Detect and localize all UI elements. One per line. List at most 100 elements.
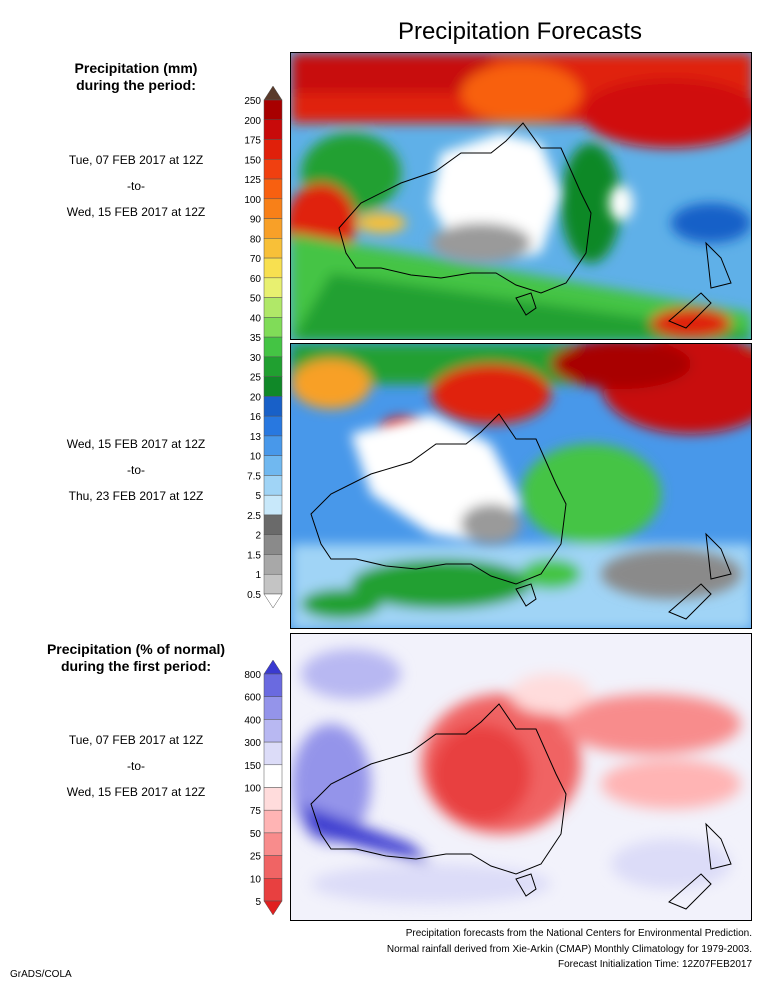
mm-colorbar-swatch <box>263 435 283 456</box>
pct-colorbar-swatch <box>263 878 283 902</box>
mm-colorbar-swatch <box>263 198 283 219</box>
mm-colorbar-swatch <box>263 534 283 555</box>
panel3-heading-line1: Precipitation (% of normal) <box>46 641 226 657</box>
mm-colorbar-tick-label: 2 <box>255 531 261 542</box>
panel1-to: -to- <box>127 179 145 193</box>
mm-colorbar-tick-label: 100 <box>244 195 261 206</box>
panel3-to: -to- <box>127 759 145 773</box>
mm-colorbar-swatch <box>263 277 283 298</box>
panel1-start: Tue, 07 FEB 2017 at 12Z <box>68 153 204 167</box>
mm-colorbar-swatch <box>263 297 283 318</box>
pct-colorbar-tick-label: 25 <box>250 852 262 863</box>
pct-colorbar-swatch <box>263 855 283 879</box>
mm-colorbar-swatch <box>263 238 283 259</box>
footer-notes: Precipitation forecasts from the Nationa… <box>387 926 752 973</box>
mm-colorbar-tick-label: 250 <box>244 96 261 107</box>
panel3-heading-line2: during the first period: <box>60 658 212 674</box>
mm-colorbar-tick-label: 35 <box>250 333 262 344</box>
pct-colorbar-tick-label: 10 <box>250 874 262 885</box>
mm-colorbar-tick-label: 30 <box>250 353 262 364</box>
panel3-end: Wed, 15 FEB 2017 at 12Z <box>66 785 206 799</box>
map-panel-period2-mm <box>290 343 752 629</box>
pct-colorbar-swatch <box>263 719 283 743</box>
footer-line2: Normal rainfall derived from Xie-Arkin (… <box>386 943 752 955</box>
mm-colorbar-tick-label: 125 <box>244 175 261 186</box>
mm-colorbar-tick-label: 2.5 <box>247 511 261 522</box>
pct-colorbar-bottom-arrow <box>263 900 283 915</box>
precip-mm-colorbar: 2502001751501251009080706050403530252016… <box>244 86 283 608</box>
panel1-end: Wed, 15 FEB 2017 at 12Z <box>66 205 206 219</box>
mm-colorbar-swatch <box>263 178 283 200</box>
mm-colorbar-swatch <box>263 415 283 437</box>
panel3-period: Tue, 07 FEB 2017 at 12Z -to- Wed, 15 FEB… <box>20 727 252 805</box>
panel2-to: -to- <box>127 463 145 477</box>
mm-colorbar-tick-label: 13 <box>250 432 262 443</box>
mm-colorbar-tick-label: 1.5 <box>247 550 261 561</box>
precip-percent-colorbar: 800 600 400 300 150 100 75 50 25 10 5 <box>244 660 283 915</box>
map-panel-period1-percent <box>290 633 752 921</box>
pct-colorbar-tick-label: 50 <box>250 829 262 840</box>
pct-colorbar-swatch <box>263 673 283 697</box>
panel1-heading-line2: during the period: <box>76 77 196 93</box>
pct-colorbar-tick-label: 800 <box>244 670 261 681</box>
mm-colorbar-tick-label: 1 <box>255 570 261 581</box>
pct-colorbar-tick-label: 150 <box>244 761 261 772</box>
panel3-heading: Precipitation (% of normal) during the f… <box>20 641 252 675</box>
pct-colorbar-top-arrow <box>263 660 283 675</box>
pct-colorbar-swatch <box>263 696 283 720</box>
precip-map-period2 <box>291 344 751 628</box>
mm-colorbar-swatch <box>263 159 283 180</box>
footer-line1: Precipitation forecasts from the Nationa… <box>405 928 752 939</box>
mm-colorbar-tick-label: 10 <box>250 452 262 463</box>
pct-colorbar-tick-label: 5 <box>255 897 261 908</box>
mm-colorbar-tick-label: 16 <box>250 412 262 423</box>
panel2-period: Wed, 15 FEB 2017 at 12Z -to- Thu, 23 FEB… <box>20 431 252 509</box>
footer-line3: Forecast Initialization Time: 12Z07FEB20… <box>558 959 752 970</box>
pct-colorbar-tick-label: 100 <box>244 784 261 795</box>
precip-percent-map <box>291 634 751 920</box>
mm-colorbar-swatch <box>263 119 283 140</box>
mm-colorbar-swatch <box>263 514 283 535</box>
pct-colorbar-swatch <box>263 764 283 788</box>
mm-colorbar-swatch <box>263 396 283 417</box>
pct-colorbar-swatch <box>263 741 283 766</box>
pct-colorbar-tick-label: 75 <box>250 806 262 817</box>
mm-colorbar-swatch <box>263 317 283 338</box>
mm-colorbar-swatch <box>263 218 283 239</box>
mm-colorbar-tick-label: 150 <box>244 155 261 166</box>
mm-colorbar-swatch <box>263 494 283 516</box>
precip-map-period1 <box>291 53 751 339</box>
panel2-end: Thu, 23 FEB 2017 at 12Z <box>68 489 204 503</box>
mm-colorbar-tick-label: 20 <box>250 392 262 403</box>
panel1-heading-line1: Precipitation (mm) <box>74 60 198 76</box>
mm-colorbar-swatch <box>263 257 283 279</box>
mm-colorbar-swatch <box>263 99 283 121</box>
map-panel-period1-mm <box>290 52 752 340</box>
credit-label: GrADS/COLA <box>10 969 72 980</box>
pct-colorbar-swatch <box>263 832 283 856</box>
mm-colorbar-bottom-arrow <box>263 593 283 608</box>
mm-colorbar-tick-label: 7.5 <box>247 471 261 482</box>
pct-colorbar-tick-label: 600 <box>244 693 261 704</box>
mm-colorbar-tick-label: 5 <box>255 491 261 502</box>
mm-colorbar-swatch <box>263 455 283 476</box>
mm-colorbar-swatch <box>263 376 283 397</box>
mm-colorbar-tick-label: 0.5 <box>247 590 261 601</box>
panel2-start: Wed, 15 FEB 2017 at 12Z <box>66 437 206 451</box>
mm-colorbar-top-arrow <box>263 86 283 101</box>
panel1-heading: Precipitation (mm) during the period: <box>20 60 252 94</box>
mm-colorbar-tick-label: 50 <box>250 294 262 305</box>
mm-colorbar-tick-label: 70 <box>250 254 262 265</box>
mm-colorbar-swatch <box>263 475 283 496</box>
mm-colorbar-swatch <box>263 356 283 377</box>
pct-colorbar-tick-label: 300 <box>244 738 261 749</box>
mm-colorbar-tick-label: 200 <box>244 116 261 127</box>
mm-colorbar-tick-label: 40 <box>250 313 262 324</box>
pct-colorbar-swatch <box>263 787 283 811</box>
panel3-start: Tue, 07 FEB 2017 at 12Z <box>68 733 204 747</box>
mm-colorbar-tick-label: 80 <box>250 234 262 245</box>
panel1-period: Tue, 07 FEB 2017 at 12Z -to- Wed, 15 FEB… <box>20 147 252 225</box>
mm-colorbar-swatch <box>263 573 283 595</box>
mm-colorbar-swatch <box>263 336 283 358</box>
page-title: Precipitation Forecasts <box>397 18 643 45</box>
